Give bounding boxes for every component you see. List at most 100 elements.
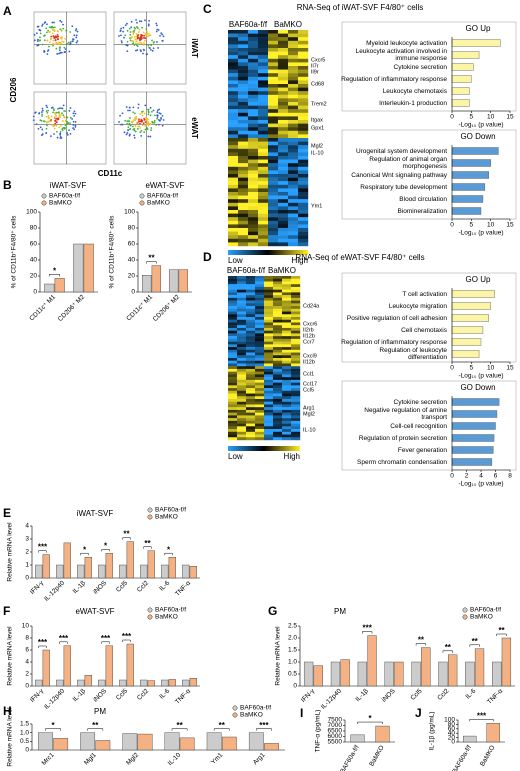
flow-event: [56, 53, 59, 55]
heatmap-cell: [298, 55, 309, 59]
heatmap-cell: [268, 181, 279, 185]
heatmap-cell: [238, 69, 249, 74]
heatmap-cell: [278, 58, 289, 63]
heatmap-cell: [273, 297, 283, 301]
heatmap-cell: [255, 338, 265, 342]
heatmap-cell: [238, 156, 249, 160]
heatmap-cell: [228, 127, 239, 131]
bar: [161, 564, 169, 579]
bar: [77, 679, 85, 687]
heatmap-cell: [282, 390, 292, 394]
heatmap-cell: [246, 349, 256, 353]
heatmap-cell: [273, 401, 283, 405]
flow-event: [125, 133, 128, 136]
heatmap-cell: [282, 434, 292, 438]
panel-letter: C: [203, 2, 212, 16]
heatmap-cell: [255, 379, 265, 383]
heatmap-cell: [298, 48, 309, 52]
flow-event: [51, 21, 54, 24]
heatmap-cell: [282, 379, 292, 383]
heatmap-cell: [228, 141, 239, 146]
flow-event: [138, 20, 141, 23]
heatmap-cell: [288, 231, 299, 236]
flow-event: [161, 40, 164, 42]
bar: [168, 269, 179, 293]
heatmap-cell: [258, 217, 269, 221]
heatmap-cell: [228, 40, 239, 45]
heatmap-cell: [237, 306, 247, 309]
heatmap-cell: [237, 358, 247, 361]
go-bar: [451, 159, 491, 167]
flow-event: [125, 106, 128, 108]
significance-label: ***: [259, 721, 269, 730]
heatmap-cell: [228, 112, 239, 117]
heatmap-cell: [248, 102, 259, 106]
flow-event: [147, 24, 150, 27]
heatmap-cell: [288, 184, 299, 189]
significance-bracket: [469, 719, 494, 722]
heatmap-cell: [273, 308, 283, 312]
heatmap-cell: [255, 317, 265, 320]
heatmap-cell: [237, 437, 247, 441]
heatmap-cell: [268, 141, 279, 146]
flow-event: [43, 22, 46, 24]
bar: [264, 743, 279, 751]
heatmap-cell: [248, 242, 259, 247]
heatmap-cell: [291, 333, 301, 337]
heatmap-cell: [278, 130, 289, 135]
heatmap-cell: [237, 415, 247, 419]
heatmap-cell: [298, 66, 309, 70]
heatmap-cell: [246, 363, 256, 367]
heatmap-cell: [288, 166, 299, 171]
heatmap-cell: [288, 94, 299, 99]
heatmap-cell: [237, 399, 247, 402]
flow-event: [69, 41, 72, 44]
significance-bracket: [87, 728, 104, 731]
heatmap-cell: [288, 123, 299, 128]
flow-event: [149, 122, 152, 125]
go-bar: [451, 290, 495, 298]
heatmap-cell: [291, 382, 301, 386]
heatmap-cell: [278, 156, 289, 160]
heatmap-cell: [298, 76, 309, 81]
heatmap-cell: [273, 303, 283, 307]
heatmap-cell: [264, 399, 274, 402]
heatmap-cell: [268, 206, 279, 211]
heatmap-cell: [228, 276, 238, 279]
heatmap-cell: [264, 336, 274, 340]
bar: [303, 661, 314, 687]
heatmap-cell: [298, 30, 309, 34]
x-tick-label: 5: [470, 222, 474, 229]
bar: [164, 732, 180, 751]
heatmap-cell: [264, 401, 274, 405]
flow-event: [72, 112, 75, 115]
flow-event: [39, 119, 42, 122]
panel-letter: I: [300, 706, 303, 720]
flow-event: [133, 35, 136, 38]
flow-event: [39, 39, 41, 42]
go-title: GO Down: [460, 383, 495, 392]
heatmap-cell: [288, 33, 299, 38]
y-tick-label: 0: [25, 747, 29, 754]
gene-label: Ym1: [311, 203, 322, 209]
heatmap-cell: [255, 333, 265, 337]
flow-event: [58, 52, 60, 55]
heatmap-cell: [246, 338, 256, 342]
legend-marker: [147, 507, 153, 513]
heatmap-cell: [238, 120, 249, 124]
heatmap-cell: [278, 202, 289, 207]
heatmap-cell: [228, 281, 238, 285]
heatmap-cell: [298, 202, 309, 207]
flow-event: [121, 112, 124, 115]
heatmap-cell: [255, 276, 265, 279]
bar: [357, 661, 367, 687]
heatmap-cell: [291, 308, 301, 312]
heatmap-cell: [298, 166, 309, 171]
flow-event: [147, 23, 150, 26]
heatmap-cell: [246, 388, 256, 391]
flow-event: [134, 117, 136, 119]
heatmap-cell: [248, 98, 259, 103]
heatmap-cell: [255, 295, 265, 299]
heatmap-cell: [248, 199, 259, 203]
